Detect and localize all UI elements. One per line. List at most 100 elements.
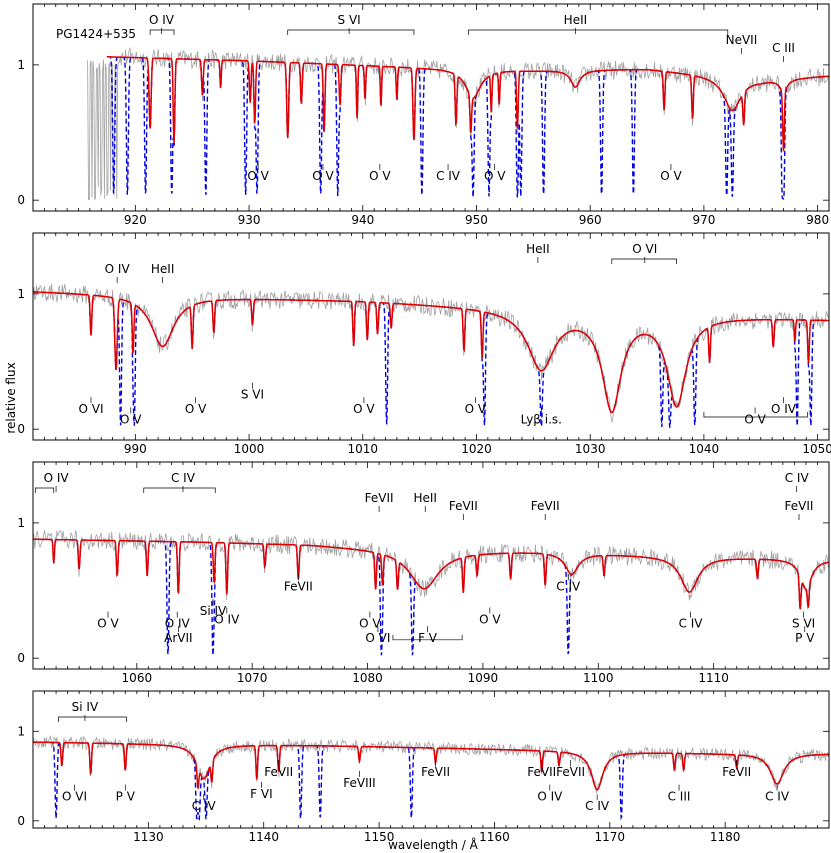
- line-id-label: O V: [312, 169, 334, 183]
- plot-area-3: [33, 530, 829, 656]
- x-tick-label: 1040: [689, 442, 720, 456]
- line-id-label: P V: [116, 790, 136, 804]
- line-id-label: O V: [185, 402, 207, 416]
- y-tick-label: 1: [17, 724, 25, 738]
- line-id-label: O V: [247, 169, 269, 183]
- line-id-label: O V: [369, 169, 391, 183]
- line-id-label: HeII: [413, 491, 436, 505]
- line-id-label: O VI: [78, 402, 103, 416]
- line-id-label: C IV: [436, 169, 461, 183]
- x-tick-label: 1070: [237, 671, 268, 685]
- line-id-label: C IV: [556, 579, 581, 593]
- observed-spectrum-3: [33, 530, 829, 610]
- model-spectrum-4: [33, 741, 829, 791]
- line-id-label: C III: [668, 790, 691, 804]
- y-tick-label: 0: [17, 422, 25, 436]
- line-id-label: Si IV: [200, 604, 227, 618]
- line-id-label: F VI: [250, 787, 272, 801]
- panel-frame-1: [32, 3, 830, 212]
- x-tick-label: 1000: [234, 442, 265, 456]
- line-id-label: O IV: [105, 262, 131, 276]
- panel-2: 990 1000 1010 1020 1030 1040 1050 0 1 O IV HeII HeI…: [17, 232, 831, 456]
- line-id-label: FeVIII: [343, 776, 375, 790]
- x-tick-label: 1020: [461, 442, 492, 456]
- line-id-label: O V: [353, 402, 375, 416]
- x-tick-label: 1050: [802, 442, 831, 456]
- x-axis-title: wavelength / Å: [388, 837, 479, 852]
- line-id-label: C IV: [585, 799, 610, 813]
- line-id-label: C IV: [679, 617, 704, 631]
- x-tick-label: 1160: [479, 830, 510, 844]
- line-id-label: FeVII: [556, 765, 585, 779]
- x-tick-label: 960: [579, 213, 602, 227]
- multiplet-bracket: [287, 29, 415, 35]
- line-id-label: S VI: [792, 617, 815, 631]
- x-tick-label: 1010: [347, 442, 378, 456]
- x-tick-label: 970: [692, 213, 715, 227]
- x-tick-label: 920: [124, 213, 147, 227]
- y-tick-label: 0: [17, 651, 25, 665]
- x-tick-label: 950: [465, 213, 488, 227]
- panel-frame-3: [32, 461, 830, 670]
- line-id-label: O IV: [214, 612, 240, 626]
- line-id-label: NeVII: [726, 33, 758, 47]
- line-id-label: HeII: [526, 242, 549, 256]
- line-id-label: ArVII: [164, 631, 192, 645]
- multiplet-bracket: [392, 634, 463, 641]
- line-id-label: O V: [120, 412, 142, 426]
- x-tick-label: 1170: [595, 830, 626, 844]
- x-tick-label: 940: [351, 213, 374, 227]
- panel-4: 1130 1140 1150 1160 1170 1180 0 1 Si IV O VI P V C …: [17, 690, 830, 844]
- line-id-label: O V: [479, 612, 501, 626]
- y-axis-title: relative flux: [4, 362, 18, 433]
- line-id-label: O IV: [537, 790, 563, 804]
- x-tick-label: 1130: [133, 830, 164, 844]
- panel-1: 920 930 940 950 960 970 980 0 1 O IV S VI HeII NeVII…: [17, 3, 830, 227]
- line-id-label: C IV: [785, 471, 810, 485]
- model-spectrum-3: [33, 538, 829, 610]
- line-id-label: FeVII: [785, 499, 814, 513]
- x-tick-label: 1150: [364, 830, 395, 844]
- line-id-label: FeVII: [421, 765, 450, 779]
- x-tick-label: 1030: [575, 442, 606, 456]
- object-label: PG1424+535: [56, 27, 136, 41]
- x-tick-label: 1140: [248, 830, 279, 844]
- line-id-label: O V: [465, 402, 487, 416]
- plot-area-2: [33, 283, 829, 429]
- y-tick-label: 1: [17, 287, 25, 301]
- line-id-label: F V: [418, 631, 438, 645]
- line-id-label: FeVII: [365, 491, 394, 505]
- model-spectrum-2: [33, 291, 829, 414]
- x-tick-label: 1180: [710, 830, 741, 844]
- x-tick-label: 1060: [122, 671, 153, 685]
- x-tick-label: 990: [124, 442, 147, 456]
- line-id-label: FeVII: [527, 765, 556, 779]
- line-id-label: O V: [359, 617, 381, 631]
- multiplet-bracket: [34, 487, 55, 493]
- line-id-label: FeVII: [264, 765, 293, 779]
- plot-area-4: [33, 734, 829, 822]
- panel-frame-4: [32, 690, 830, 829]
- x-tick-label: 1080: [352, 671, 383, 685]
- panel-3: 1060 1070 1080 1090 1100 1110 0 1 O IV C IV FeVII H…: [17, 461, 830, 685]
- multiplet-bracket: [611, 258, 677, 264]
- multiplet-bracket: [468, 29, 729, 35]
- x-tick-label: 1090: [468, 671, 499, 685]
- line-id-label: Si IV: [72, 700, 99, 714]
- y-tick-label: 0: [17, 814, 25, 828]
- y-tick-label: 1: [17, 58, 25, 72]
- line-id-label: C IV: [765, 790, 790, 804]
- multiplet-bracket: [149, 29, 175, 35]
- multiplet-bracket: [703, 412, 808, 418]
- multiplet-bracket: [143, 487, 216, 493]
- y-tick-label: 1: [17, 516, 25, 530]
- line-id-label: C IV: [192, 799, 217, 813]
- line-id-label: O VI: [62, 790, 87, 804]
- line-id-label: HeII: [151, 262, 174, 276]
- model-spectrum-1: [106, 56, 829, 152]
- line-id-label: FeVII: [449, 499, 478, 513]
- line-id-label: O V: [484, 169, 506, 183]
- line-id-label: O IV: [44, 471, 70, 485]
- line-id-label: C III: [772, 41, 795, 55]
